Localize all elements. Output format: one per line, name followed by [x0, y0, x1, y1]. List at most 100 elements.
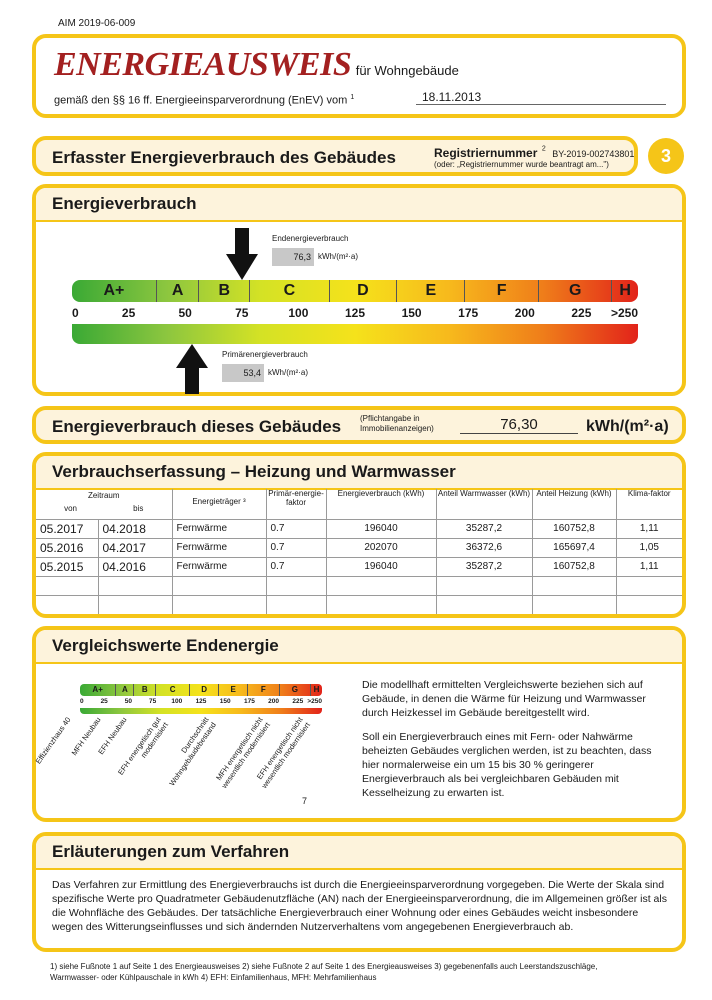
table-cell: Fernwärme [171, 518, 267, 539]
scale-class-6: F [465, 280, 539, 302]
table-cell: 35287,2 [435, 518, 533, 539]
final-energy-unit: kWh/(m²·a) [318, 252, 358, 261]
table-cell: 0.7 [265, 537, 327, 558]
comparison-scale-class-8: H [313, 685, 320, 694]
scale-tick-1: 25 [121, 306, 136, 320]
table-cell: 04.2017 [97, 537, 173, 558]
comparison-scale: A+ A B C D E F G H [80, 684, 322, 696]
comparison-tick-1: 25 [100, 698, 108, 705]
consumption-table-frame: Verbrauchserfassung – Heizung und Warmwa… [32, 452, 686, 618]
comparison-tick-8: 200 [268, 698, 280, 705]
comparison-tick-10: >250 [307, 698, 322, 705]
comparison-scale-class-7: G [280, 684, 312, 696]
scale-tick-7: 175 [458, 306, 479, 320]
comparison-frame: Vergleichswerte Endenergie A+ A B C D E F G H 0 2… [32, 626, 686, 822]
table-cell: 04.2016 [97, 556, 173, 577]
document-id: AIM 2019-06-009 [58, 18, 136, 29]
comparison-tick-5: 125 [195, 698, 207, 705]
final-energy-value: 76,3 [272, 248, 314, 266]
table-cell: 0.7 [265, 556, 327, 577]
scale-class-8: H [619, 282, 631, 299]
scale-class-4: D [330, 280, 398, 302]
table-cell [435, 575, 533, 596]
climate-header: Klima-faktor [615, 489, 682, 520]
table-cell: 196040 [325, 518, 437, 539]
comparison-scale-class-5: E [219, 684, 249, 696]
to-header: bis [133, 504, 144, 513]
primary-energy-value: 53,4 [222, 364, 264, 382]
scale-class-1: A [157, 280, 200, 302]
scale-tick-2: 50 [178, 306, 192, 320]
scale-ticks: 0 25 50 75 100 125 150 175 200 225 >250 [72, 306, 638, 322]
comparison-scale-class-4: D [190, 684, 220, 696]
scale-class-7: G [539, 280, 613, 302]
table-cell [97, 575, 173, 596]
scale-class-3: C [250, 280, 330, 302]
table-cell: 160752,8 [531, 518, 617, 539]
efficiency-scale-lower [72, 324, 638, 344]
hot-water-header: Anteil Warmwasser (kWh) [435, 489, 533, 520]
explanation-title: Erläuterungen zum Verfahren [36, 836, 682, 870]
table-cell [97, 594, 173, 614]
table-cell: Fernwärme [171, 537, 267, 558]
registration-footnote-mark: 2 [541, 145, 546, 153]
primary-energy-arrow-icon [176, 344, 208, 394]
energy-frame-title: Energieverbrauch [36, 188, 682, 222]
section-header: Erfasster Energieverbrauch des Gebäudes … [32, 136, 638, 176]
scale-tick-0: 0 [72, 306, 79, 320]
period-header: Zeitraum [87, 491, 120, 500]
enev-date: 18.11.2013 [416, 90, 666, 105]
table-cell: 160752,8 [531, 556, 617, 577]
mandatory-note: (Pflichtangabe in Immobilienanzeigen) [360, 414, 434, 433]
scale-tick-5: 125 [344, 306, 366, 320]
explanation-text: Das Verfahren zur Ermittlung des Energie… [52, 879, 667, 933]
comparison-tick-0: 0 [80, 698, 84, 705]
comparison-building-types: Effizienzhaus 40 MFH Neubau EFH Neubau EFH … [34, 715, 356, 806]
table-cell: 05.2017 [36, 518, 99, 539]
comparison-tick-4: 100 [171, 698, 183, 705]
table-cell: 196040 [325, 556, 437, 577]
table-cell: Fernwärme [171, 556, 267, 577]
comparison-scale-lower [80, 708, 322, 714]
registration-note: (oder: „Registriernummer wurde beantragt… [434, 160, 609, 169]
table-cell: 1,05 [615, 537, 682, 558]
legal-reference: gemäß den §§ 16 ff. Energieeinsparverord… [54, 94, 348, 107]
scale-tick-3: 75 [235, 306, 249, 320]
scale-class-2: B [199, 280, 251, 302]
table-cell [36, 575, 99, 596]
carrier-header: Energieträger ³ [171, 489, 267, 520]
table-cell [171, 594, 267, 614]
table-cell [531, 594, 617, 614]
comparison-tick-9: 225 [292, 698, 304, 705]
table-cell: 1,11 [615, 556, 682, 577]
building-consumption-value: 76,30 [460, 416, 578, 434]
table-cell [265, 575, 327, 596]
scale-tick-4: 100 [288, 306, 309, 320]
table-row: 05.2016 04.2017 Fernwärme 0.7 202070 36372,6 1… [36, 537, 682, 558]
heating-header: Anteil Heizung (kWh) [531, 489, 617, 520]
comparison-scale-class-0: A+ [80, 684, 117, 696]
consumption-table-title: Verbrauchserfassung – Heizung und Warmwa… [36, 456, 682, 490]
scale-tick-9: 225 [571, 306, 592, 320]
scale-class-5: E [397, 280, 466, 302]
table-cell [325, 575, 437, 596]
document-subtitle: für Wohngebäude [355, 63, 459, 78]
efficiency-scale: A+ A B C D E F G H [72, 280, 638, 302]
building-consumption-unit: kWh/(m²·a) [586, 418, 669, 435]
comparison-tick-3: 75 [148, 698, 157, 705]
comparison-footnote-mark: 7 [302, 796, 308, 806]
comparison-paragraph-2: Soll ein Energieverbrauch eines mit Fern… [362, 731, 652, 799]
header-frame: ENERGIEAUSWEIS für Wohngebäude gemäß den… [32, 34, 686, 118]
comparison-title: Vergleichswerte Endenergie [36, 630, 682, 664]
table-row [36, 594, 682, 614]
final-energy-arrow-icon [226, 228, 258, 280]
table-cell: 165697,4 [531, 537, 617, 558]
table-cell: 05.2016 [36, 537, 99, 558]
primary-energy-label: Primärenergieverbrauch [222, 350, 308, 359]
table-cell: 36372,6 [435, 537, 533, 558]
final-energy-label: Endenergieverbrauch [272, 234, 349, 243]
comparison-scale-class-3: C [156, 684, 191, 696]
energy-consumption-frame: Energieverbrauch Endenergieverbrauch 76,… [32, 184, 686, 396]
section-title: Erfasster Energieverbrauch des Gebäudes [52, 148, 396, 167]
scale-tick-6: 150 [401, 306, 422, 320]
